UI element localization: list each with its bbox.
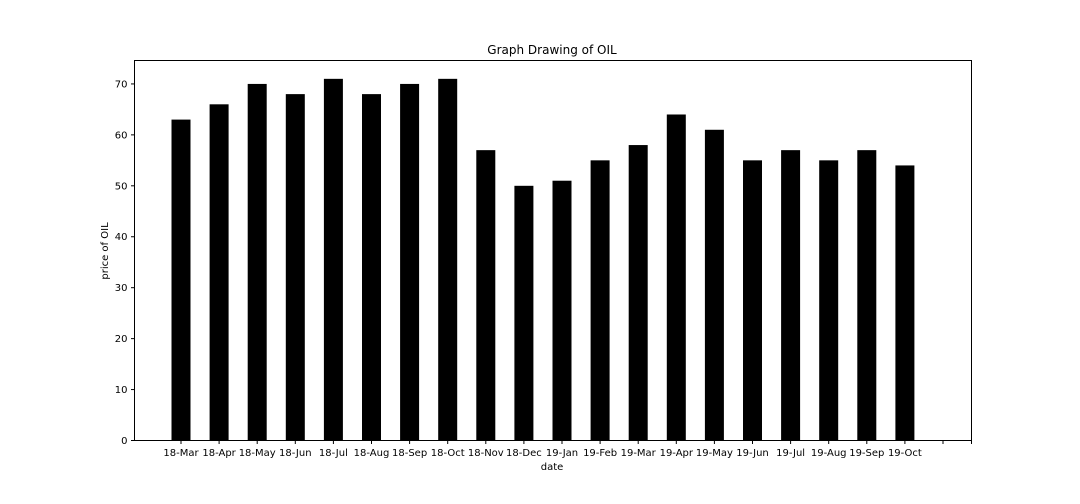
y-tick-label: 70 <box>115 79 128 90</box>
bar-18-Mar <box>171 119 191 441</box>
y-tick-label: 40 <box>115 232 128 243</box>
x-tick-label: 19-Sep <box>849 448 884 459</box>
y-axis-label: price of OIL <box>100 222 111 280</box>
x-axis-label: date <box>541 462 564 473</box>
y-tick-label: 10 <box>115 385 128 396</box>
x-tick-label: 18-Jun <box>279 448 312 459</box>
bar-19-Jan <box>552 180 572 441</box>
x-tick-label: 18-Dec <box>506 448 542 459</box>
bar-18-Oct <box>438 78 458 441</box>
bar-19-Sep <box>857 150 877 441</box>
x-tick-label: 19-Mar <box>621 448 657 459</box>
bar-19-Jul <box>781 150 801 441</box>
bar-19-Oct <box>895 165 915 441</box>
y-tick-label: 30 <box>115 283 128 294</box>
chart-title: Graph Drawing of OIL <box>487 43 617 57</box>
bar-18-Sep <box>400 83 420 441</box>
x-tick-label: 18-Oct <box>431 448 465 459</box>
bar-18-Apr <box>209 104 229 441</box>
y-axis: 0 10 20 30 40 50 60 70 <box>115 79 135 447</box>
x-tick-label: 19-Jul <box>776 448 805 459</box>
x-tick-label: 19-Jun <box>736 448 769 459</box>
x-tick-label: 18-Nov <box>468 448 504 459</box>
x-tick-label: 19-Aug <box>811 448 847 459</box>
y-tick-label: 60 <box>115 130 128 141</box>
bar-18-Aug <box>362 94 381 441</box>
x-tick-label: 19-Jan <box>546 448 578 459</box>
y-tick-label: 50 <box>115 181 128 192</box>
bar-18-Nov <box>476 150 496 441</box>
bar-18-Jul <box>323 78 343 441</box>
x-tick-label: 18-Apr <box>202 448 236 459</box>
x-tick-label: 19-Feb <box>583 448 617 459</box>
bar-18-Dec <box>514 185 534 441</box>
x-axis: 18-Mar 18-Apr 18-May 18-Jun 18-Jul 18-Aug 18-S… <box>163 440 972 459</box>
bar-19-Aug <box>819 160 839 441</box>
y-tick-label: 0 <box>121 436 127 447</box>
x-tick-label: 18-Sep <box>392 448 427 459</box>
bar-19-Apr <box>666 114 686 441</box>
x-tick-label: 19-May <box>696 448 733 459</box>
x-tick-label: 18-Mar <box>163 448 199 459</box>
bar-19-Jun <box>743 160 762 441</box>
bar-group <box>171 78 915 441</box>
plot-frame <box>134 60 972 441</box>
x-tick-label: 18-Aug <box>354 448 390 459</box>
bar-18-May <box>247 83 267 441</box>
bar-18-Jun <box>285 94 305 441</box>
bar-19-Mar <box>628 145 648 441</box>
bar-19-Feb <box>590 160 610 441</box>
x-tick-label: 19-Apr <box>660 448 694 459</box>
y-tick-label: 20 <box>115 334 128 345</box>
x-tick-label: 18-Jul <box>319 448 348 459</box>
x-tick-label: 19-Oct <box>888 448 922 459</box>
bar-19-May <box>704 129 724 441</box>
x-tick-label: 18-May <box>239 448 276 459</box>
